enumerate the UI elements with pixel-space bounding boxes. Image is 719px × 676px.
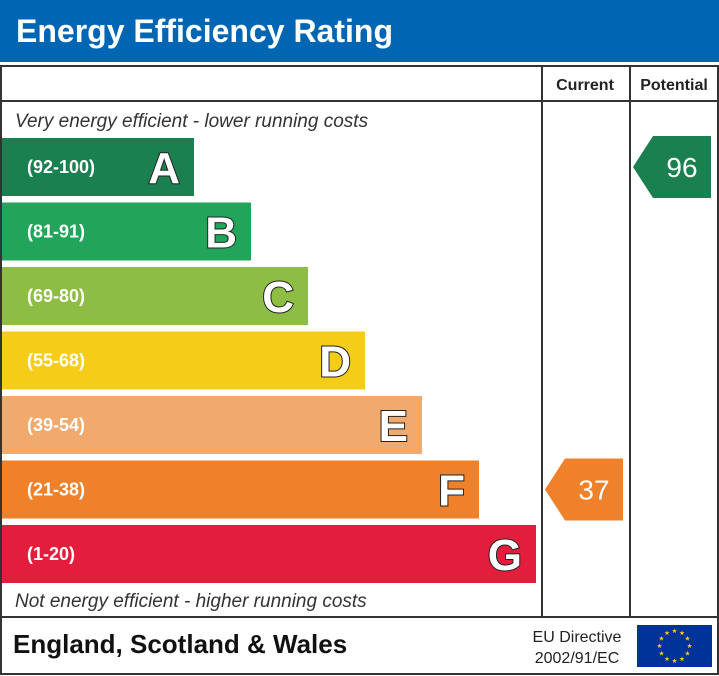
- potential-rating-arrow-shape: [633, 136, 711, 198]
- current-rating-arrow-shape: [545, 458, 623, 521]
- band-range-a: (92-100): [27, 157, 95, 177]
- band-b: (81-91) B: [2, 202, 251, 261]
- footer-directive-line1: EU Directive: [533, 629, 622, 646]
- band-c: (69-80) C: [2, 267, 308, 325]
- rating-arrows: 37 96: [545, 136, 711, 521]
- footer-directive-line2: 2002/91/EC: [535, 650, 620, 667]
- band-range-e: (39-54): [27, 415, 85, 435]
- band-a: (92-100) A: [2, 138, 194, 196]
- band-letter-g: G: [488, 531, 522, 580]
- band-e: (39-54) E: [2, 396, 422, 454]
- band-f: (21-38) F: [2, 460, 479, 519]
- band-bar-d: [2, 331, 365, 390]
- footer-country: England, Scotland & Wales: [13, 629, 347, 659]
- band-letter-d: D: [319, 338, 351, 387]
- current-rating-arrow: 37: [545, 458, 623, 521]
- potential-rating-arrow: 96: [633, 136, 711, 198]
- column-header-current: Current: [556, 77, 614, 94]
- band-bar-b: [2, 202, 251, 261]
- band-letter-a: A: [148, 144, 180, 193]
- band-range-d: (55-68): [27, 351, 85, 371]
- band-range-f: (21-38): [27, 480, 85, 500]
- band-letter-f: F: [438, 467, 465, 516]
- note-bottom: Not energy efficient - higher running co…: [15, 591, 367, 612]
- band-bar-f: [2, 460, 479, 519]
- eu-flag-icon: [637, 625, 712, 667]
- potential-rating-arrow-value: 96: [666, 152, 697, 183]
- band-range-c: (69-80): [27, 286, 85, 306]
- header-bar: [0, 0, 719, 62]
- band-bar-e: [2, 396, 422, 454]
- column-header-potential: Potential: [640, 77, 708, 94]
- chart-frame: [0, 65, 719, 675]
- rating-bands: (92-100) A (81-91) B (69-80) C (55-68) D (39-54)…: [2, 138, 536, 583]
- band-letter-c: C: [262, 273, 294, 322]
- band-d: (55-68) D: [2, 331, 365, 390]
- chart-title: Energy Efficiency Rating: [16, 13, 393, 49]
- band-bar-a: [2, 138, 194, 196]
- band-range-g: (1-20): [27, 544, 75, 564]
- band-range-b: (81-91): [27, 222, 85, 242]
- current-rating-arrow-value: 37: [578, 475, 609, 506]
- band-letter-b: B: [205, 209, 237, 258]
- band-bar-c: [2, 267, 308, 325]
- band-g: (1-20) G: [2, 525, 536, 583]
- band-bar-g: [2, 525, 536, 583]
- note-top: Very energy efficient - lower running co…: [15, 111, 369, 132]
- band-letter-e: E: [379, 402, 408, 451]
